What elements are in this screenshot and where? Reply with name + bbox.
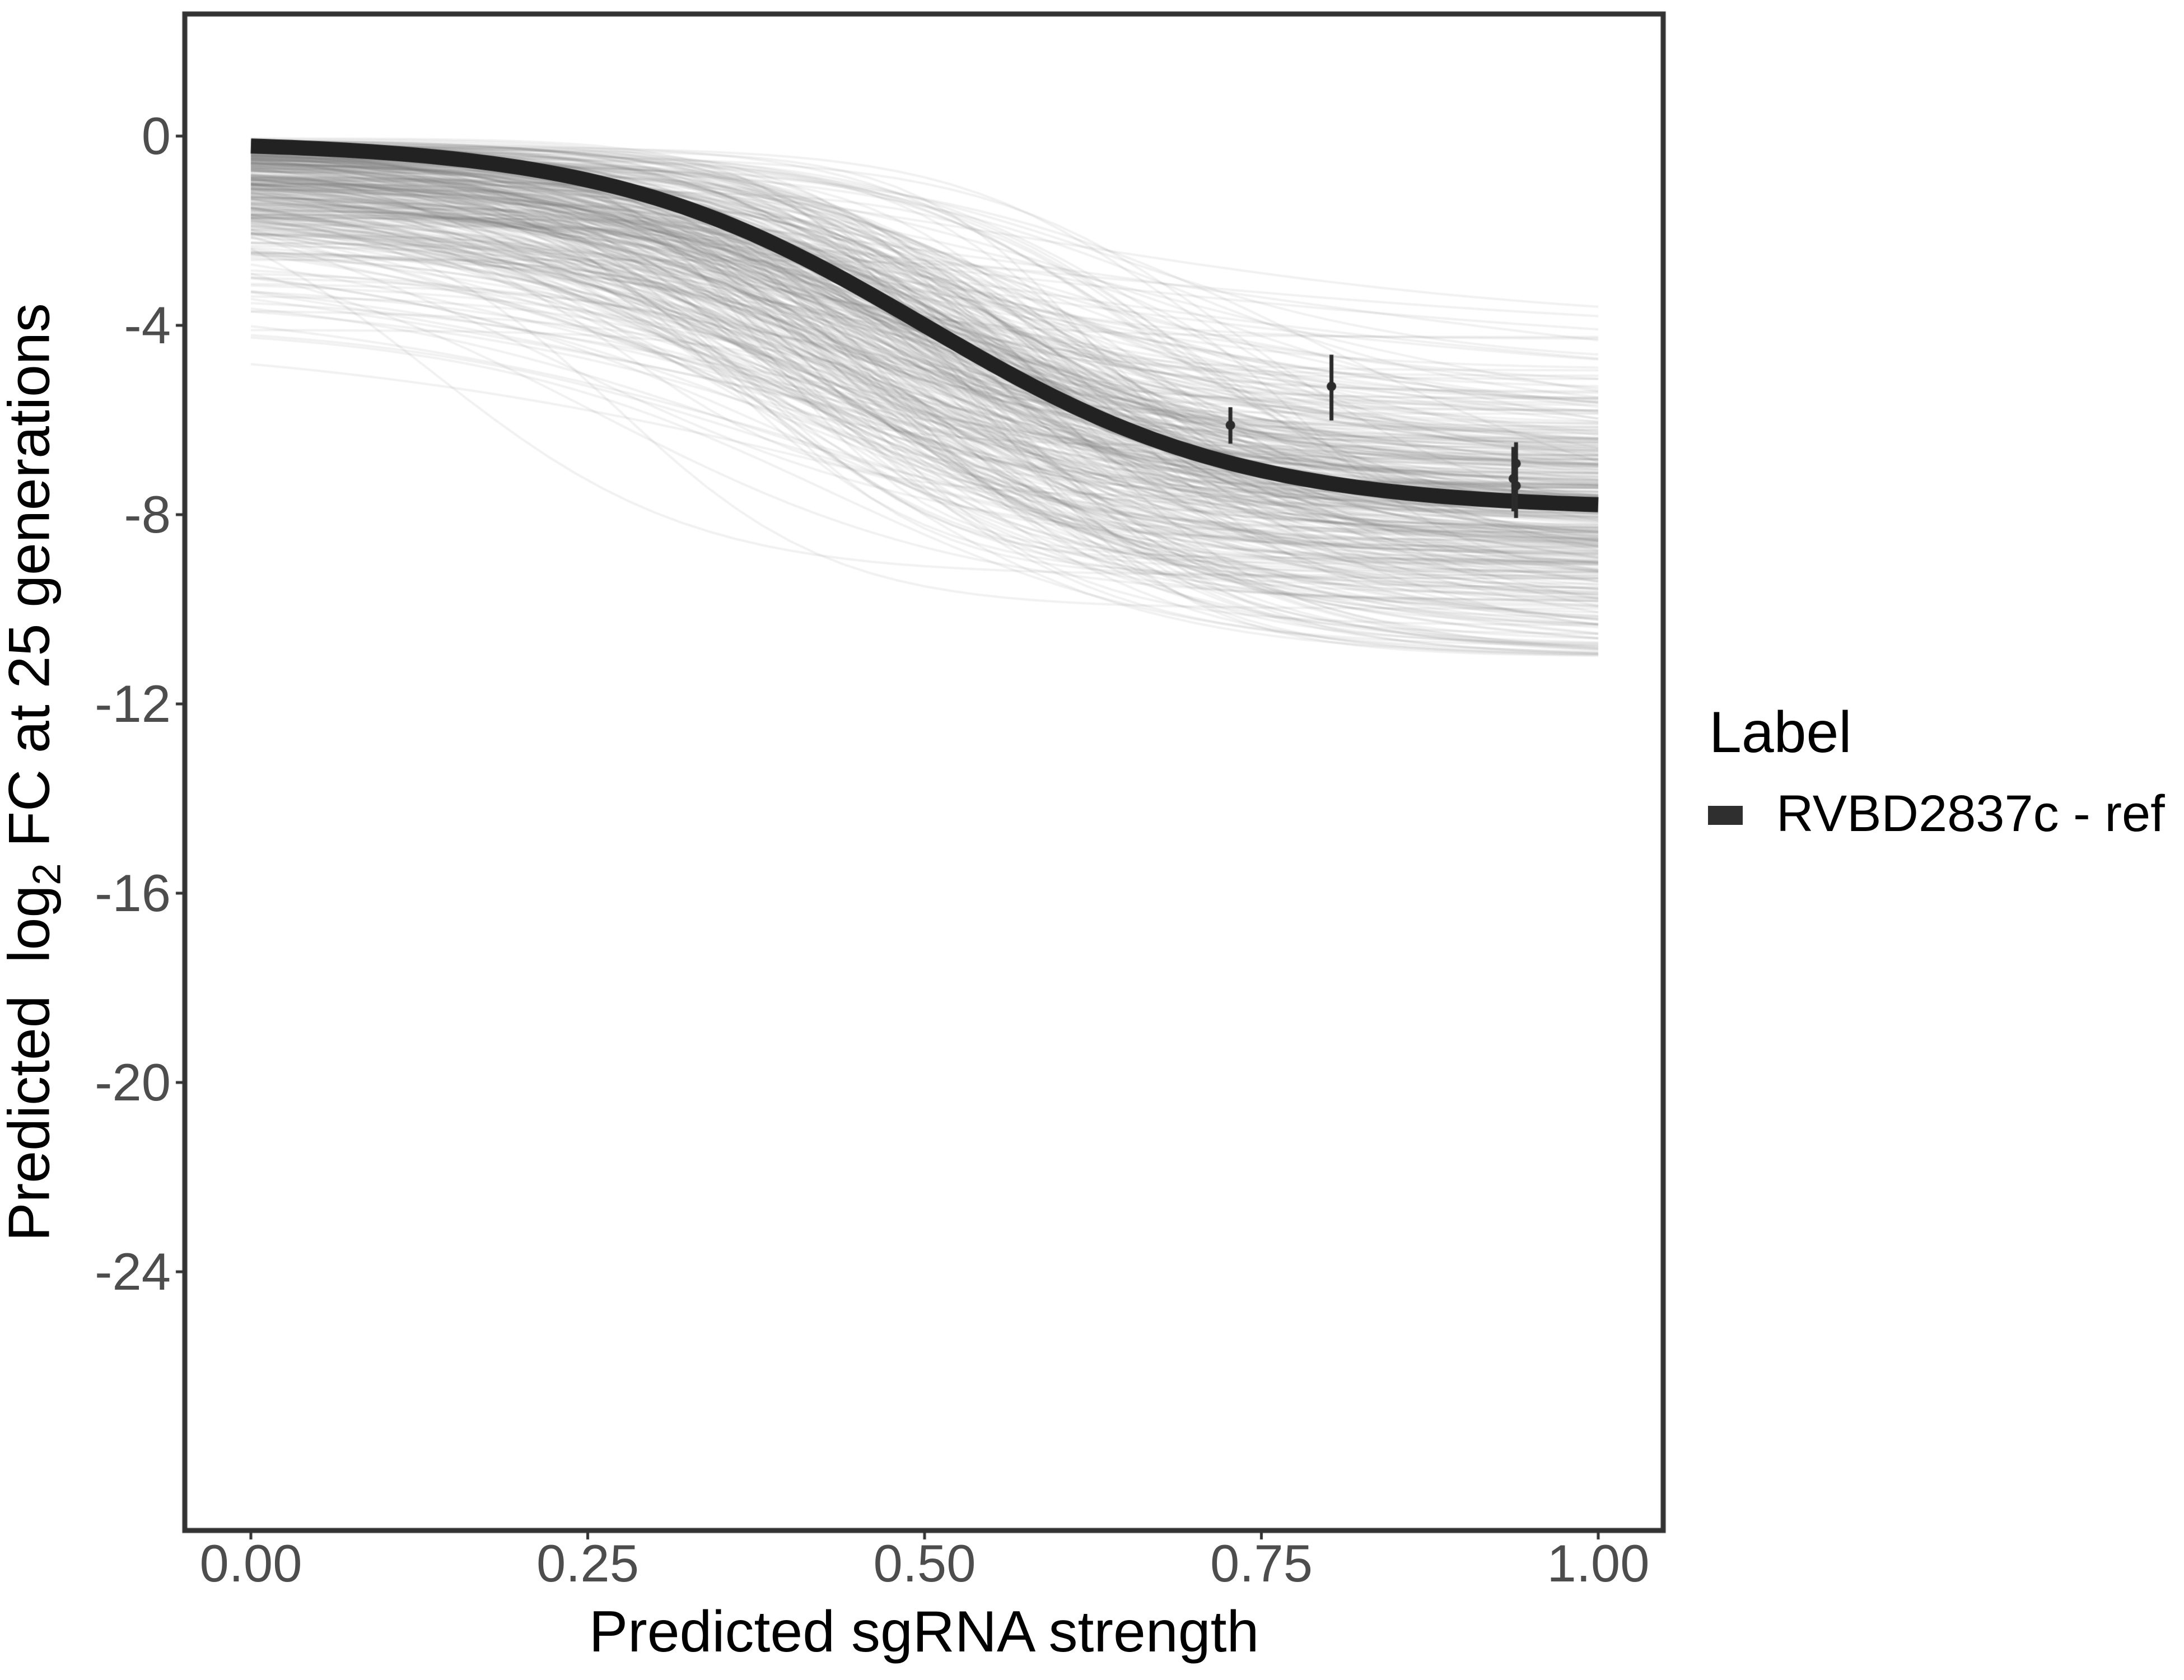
x-tick-label: 0.00 xyxy=(199,1534,302,1593)
y-tick-label: -16 xyxy=(95,864,171,922)
y-axis-title: Predicted log2 FC at 25 generations xyxy=(0,303,76,1242)
x-tick-label: 0.50 xyxy=(873,1534,976,1593)
y-axis-title-suffix: FC at 25 generations xyxy=(0,303,62,864)
x-axis-title: Predicted sgRNA strength xyxy=(589,1599,1259,1664)
x-tick-label: 0.75 xyxy=(1210,1534,1313,1593)
y-tick-label: -12 xyxy=(95,674,171,733)
x-tick-label: 1.00 xyxy=(1547,1534,1650,1593)
x-tick-label: 0.25 xyxy=(536,1534,639,1593)
y-tick-label: -20 xyxy=(95,1053,171,1112)
y-tick-label: -24 xyxy=(95,1242,171,1301)
y-axis-title-subscript: 2 xyxy=(24,863,69,885)
y-axis-title-prefix: Predicted log xyxy=(0,885,62,1242)
y-tick-label: -4 xyxy=(124,296,171,354)
y-tick-label: 0 xyxy=(141,106,171,165)
y-tick-label: -8 xyxy=(124,485,171,544)
